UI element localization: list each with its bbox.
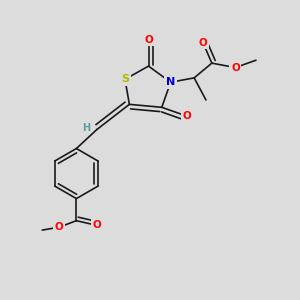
Text: H: H <box>82 123 90 133</box>
Text: O: O <box>199 38 207 47</box>
Text: O: O <box>182 111 191 121</box>
Text: O: O <box>93 220 101 230</box>
Text: S: S <box>121 74 129 84</box>
Text: N: N <box>166 77 175 87</box>
Text: O: O <box>231 63 240 73</box>
Text: O: O <box>144 34 153 45</box>
Text: O: O <box>55 222 64 232</box>
